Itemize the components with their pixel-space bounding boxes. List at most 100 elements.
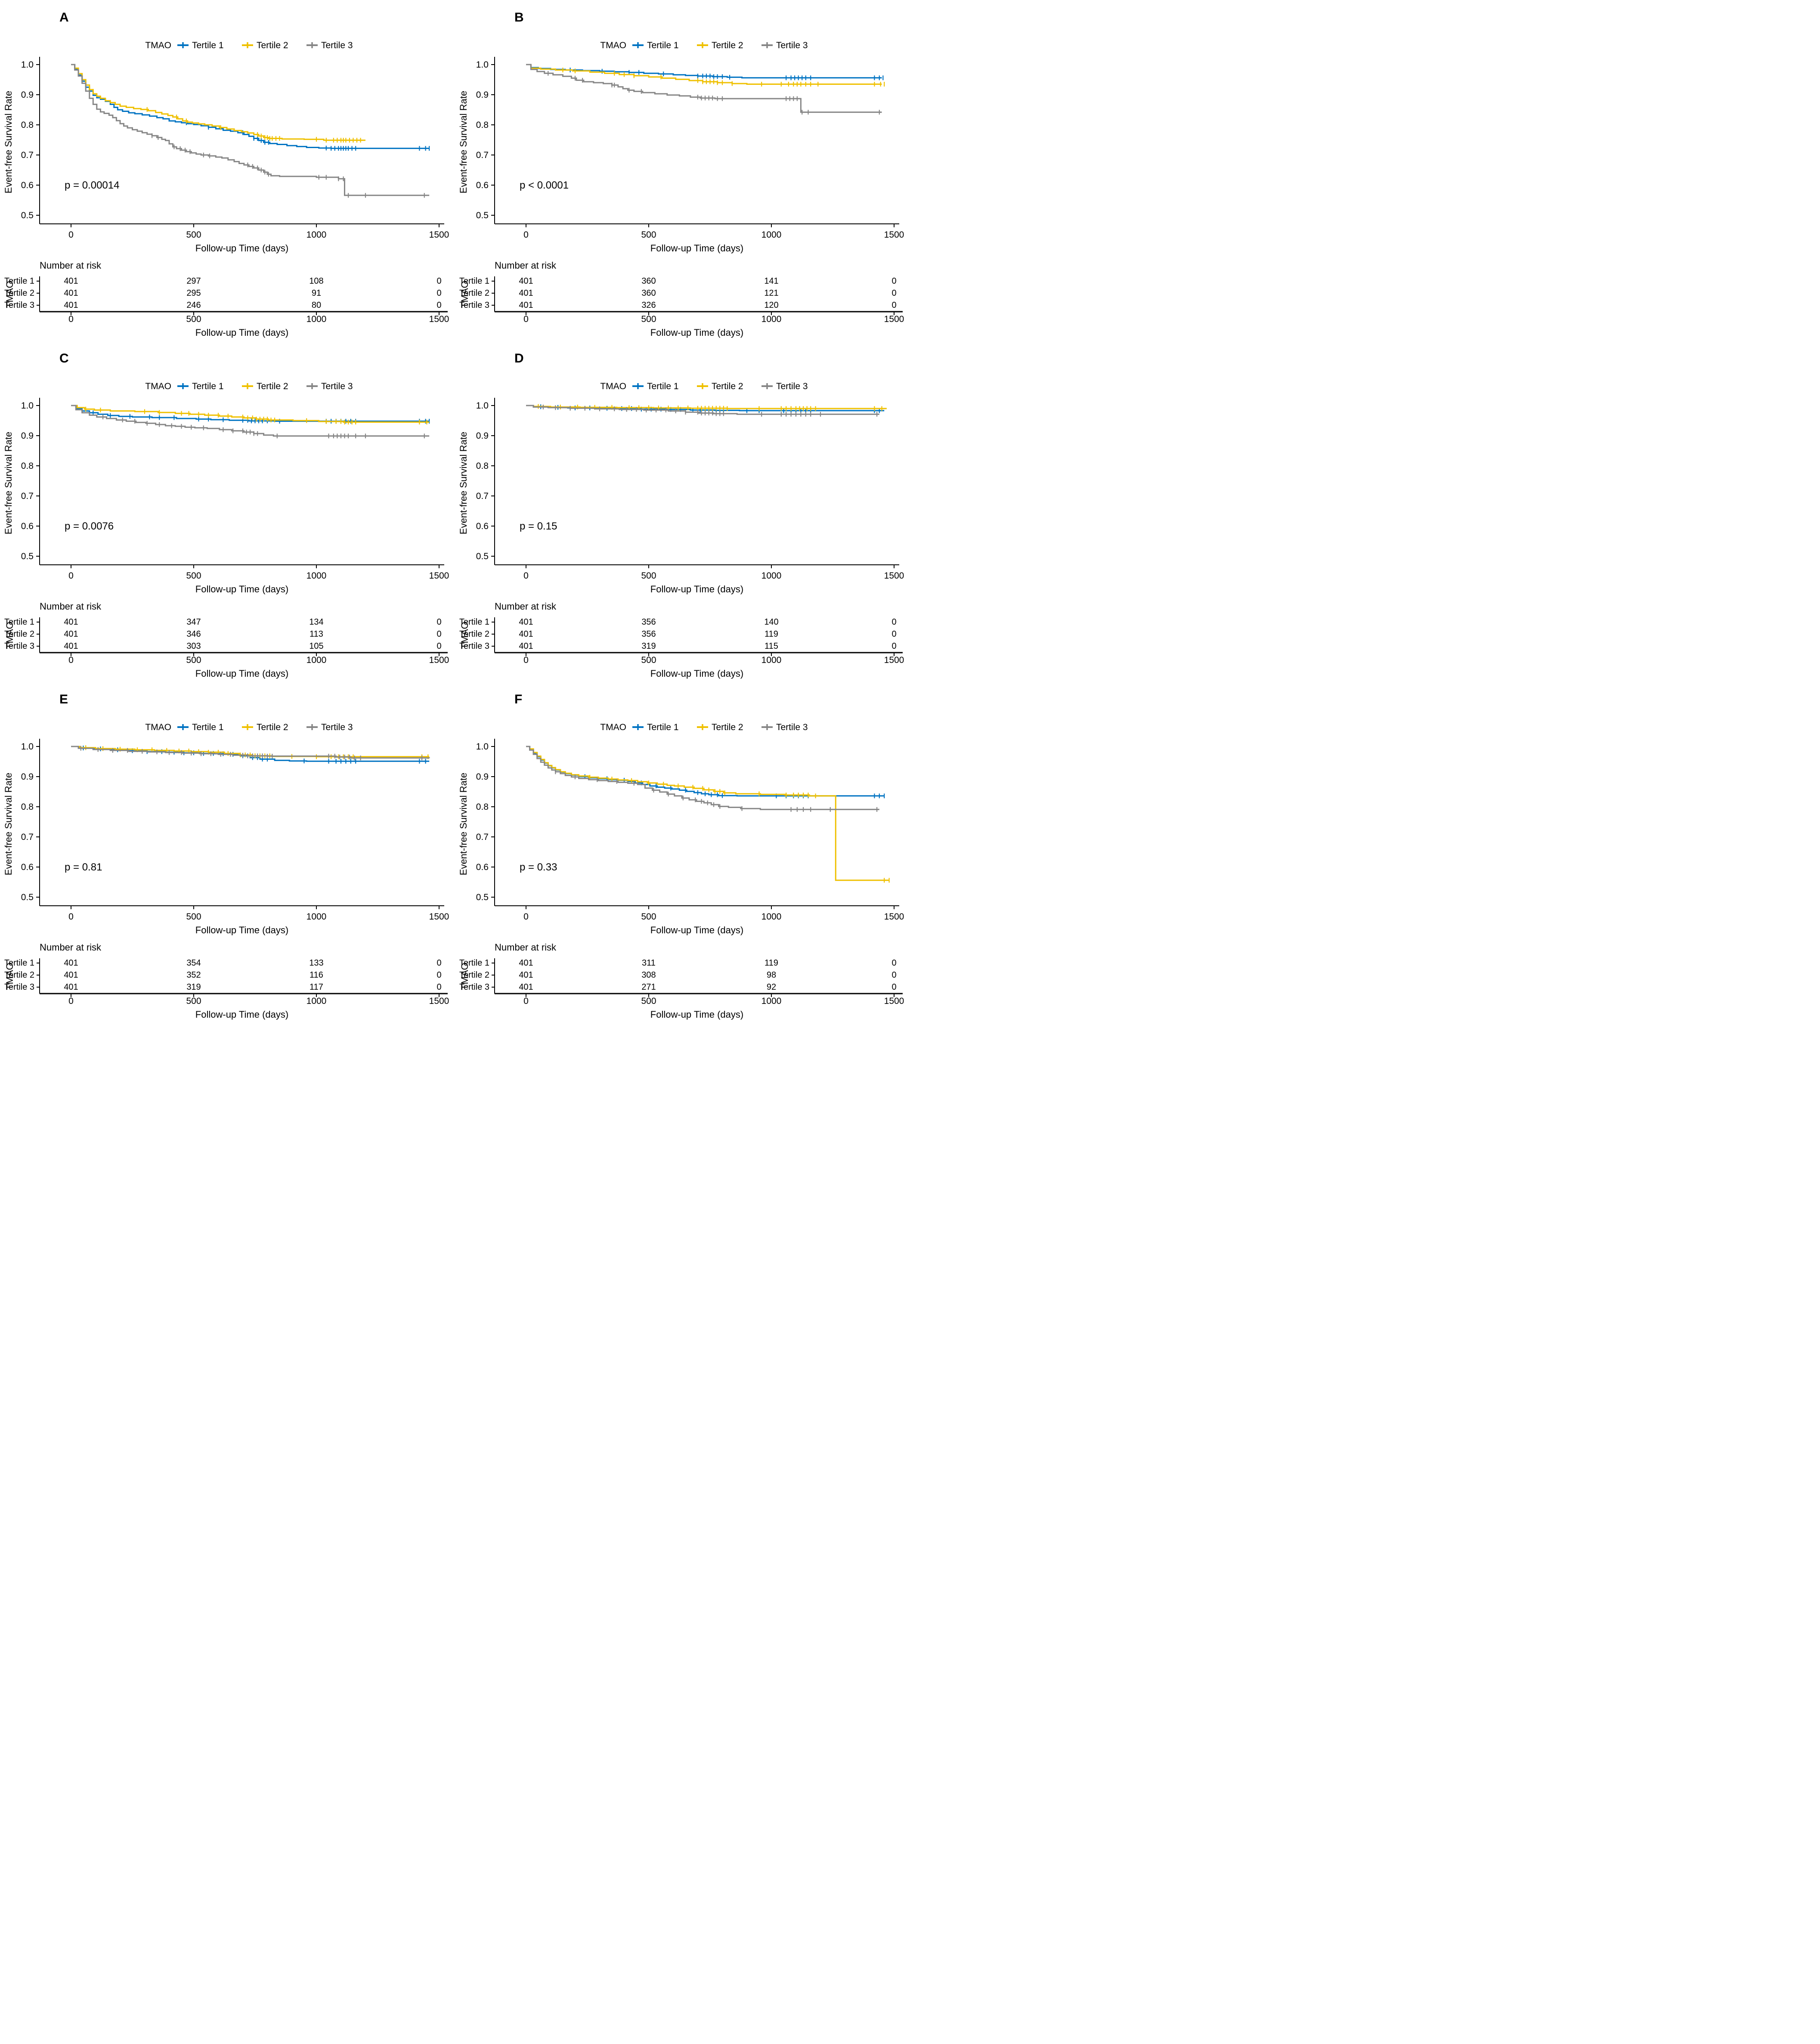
censor-marks-tertile2 <box>562 68 885 87</box>
y-tick-label: 0.8 <box>476 120 489 130</box>
risk-row-label: Tertile 2 <box>459 629 489 639</box>
x-tick-label: 1000 <box>306 230 327 240</box>
risk-count: 119 <box>765 958 778 968</box>
risk-count: 246 <box>186 300 201 310</box>
risk-count: 354 <box>186 958 201 968</box>
y-tick-label: 0.9 <box>476 90 489 100</box>
risk-x-tick-label: 500 <box>186 655 201 665</box>
y-axis-title: Event-free Survival Rate <box>3 773 14 875</box>
km-curve-tertile3 <box>71 64 430 196</box>
x-axis-title: Follow-up Time (days) <box>650 584 743 595</box>
risk-count: 319 <box>186 982 201 992</box>
risk-count: 401 <box>64 970 78 980</box>
x-tick-label: 1500 <box>884 571 904 581</box>
risk-x-tick-label: 1500 <box>884 314 904 324</box>
axes: 1.0 0.9 0.8 0.7 0.6 0.5 0 500 1000 1500 Follow-up … <box>458 739 904 935</box>
legend-entry-label: Tertile 2 <box>257 40 288 50</box>
legend-entry-label: Tertile 1 <box>647 40 679 50</box>
figure-grid: A TMAO Tertile 1 Tertile 2 Tertile 3 1.0 0.9 0.… <box>0 0 910 1023</box>
x-tick-label: 1000 <box>761 912 782 922</box>
censor-marks-tertile3 <box>555 769 878 812</box>
km-curve-path <box>71 64 430 196</box>
km-curve-path <box>526 746 885 797</box>
y-axis-title: Event-free Survival Rate <box>3 91 14 193</box>
km-curve-path <box>526 64 882 85</box>
x-tick-label: 1000 <box>306 912 327 922</box>
risk-row-label: Tertile 1 <box>4 276 34 286</box>
risk-x-tick-label: 1500 <box>884 655 904 665</box>
risk-x-tick-label: 1500 <box>884 996 904 1006</box>
risk-count: 0 <box>891 629 896 639</box>
risk-table-title: Number at risk <box>40 260 102 271</box>
km-curve-path <box>526 64 882 113</box>
y-tick-label: 0.9 <box>476 772 489 782</box>
panel-letter: B <box>514 10 524 25</box>
km-curve-path <box>71 64 365 141</box>
risk-count: 0 <box>891 617 896 627</box>
risk-table: Number at risk Tertile 1 401 356 140 0 Tertile… <box>459 601 904 679</box>
risk-row-label: Tertile 2 <box>4 970 34 980</box>
risk-x-axis-title: Follow-up Time (days) <box>195 327 288 338</box>
y-tick-label: 0.5 <box>21 551 34 561</box>
km-curve-path <box>71 405 430 437</box>
legend-title: TMAO <box>145 722 171 732</box>
y-tick-label: 1.0 <box>476 60 489 70</box>
risk-count: 401 <box>519 970 533 980</box>
x-tick-label: 0 <box>523 912 529 922</box>
risk-table-title: Number at risk <box>495 260 557 271</box>
legend-entry-label: Tertile 3 <box>776 40 808 50</box>
risk-row-label: Tertile 1 <box>4 958 34 968</box>
risk-count: 401 <box>64 276 78 286</box>
risk-x-tick-label: 0 <box>523 655 529 665</box>
x-tick-label: 1500 <box>884 230 904 240</box>
risk-table: Number at risk Tertile 1 401 347 134 0 Tertile… <box>4 601 449 679</box>
y-tick-label: 0.7 <box>476 150 489 160</box>
x-axis-title: Follow-up Time (days) <box>195 243 288 254</box>
risk-x-tick-label: 1000 <box>306 655 327 665</box>
risk-row-label: Tertile 1 <box>459 958 489 968</box>
y-tick-label: 0.6 <box>21 180 34 190</box>
axes: 1.0 0.9 0.8 0.7 0.6 0.5 0 500 1000 1500 Follow-up … <box>3 398 449 595</box>
risk-count: 401 <box>519 300 533 310</box>
risk-count: 0 <box>891 958 896 968</box>
y-tick-label: 0.6 <box>21 521 34 531</box>
risk-row-label: Tertile 3 <box>459 641 489 651</box>
x-tick-label: 0 <box>68 571 74 581</box>
y-tick-label: 0.5 <box>476 551 489 561</box>
risk-count: 295 <box>186 288 201 298</box>
y-tick-label: 0.7 <box>476 491 489 501</box>
legend: TMAO Tertile 1 Tertile 2 Tertile 3 <box>600 381 808 391</box>
legend-title: TMAO <box>600 722 626 732</box>
y-tick-label: 0.8 <box>476 461 489 471</box>
risk-count: 140 <box>764 617 778 627</box>
y-axis-title: Event-free Survival Rate <box>3 432 14 534</box>
risk-x-axis-title: Follow-up Time (days) <box>195 668 288 679</box>
legend-entry-label: Tertile 2 <box>712 722 743 732</box>
y-tick-label: 0.5 <box>21 211 34 220</box>
p-value: p = 0.81 <box>65 861 102 873</box>
x-tick-label: 500 <box>641 571 656 581</box>
risk-x-tick-label: 1500 <box>429 655 449 665</box>
risk-count: 105 <box>309 641 323 651</box>
censor-marks-tertile2 <box>85 406 427 424</box>
risk-count: 401 <box>519 982 533 992</box>
risk-count: 108 <box>309 276 323 286</box>
risk-table: Number at risk Tertile 1 401 297 108 0 Tertile… <box>4 260 449 338</box>
risk-row-label: Tertile 1 <box>459 617 489 627</box>
p-value: p = 0.33 <box>520 861 557 873</box>
x-tick-label: 0 <box>68 230 74 240</box>
risk-count: 401 <box>64 958 78 968</box>
censor-marks-tertile3 <box>548 71 880 115</box>
censor-marks-tertile1 <box>570 68 884 81</box>
risk-x-axis-title: Follow-up Time (days) <box>650 668 743 679</box>
risk-table-title: Number at risk <box>495 942 557 953</box>
risk-x-tick-label: 500 <box>186 996 201 1006</box>
risk-group-label: TMAO <box>459 963 470 990</box>
km-curve-tertile3 <box>71 746 430 759</box>
risk-count: 134 <box>309 617 323 627</box>
km-curve-tertile1 <box>71 405 430 422</box>
risk-group-label: TMAO <box>459 281 470 308</box>
